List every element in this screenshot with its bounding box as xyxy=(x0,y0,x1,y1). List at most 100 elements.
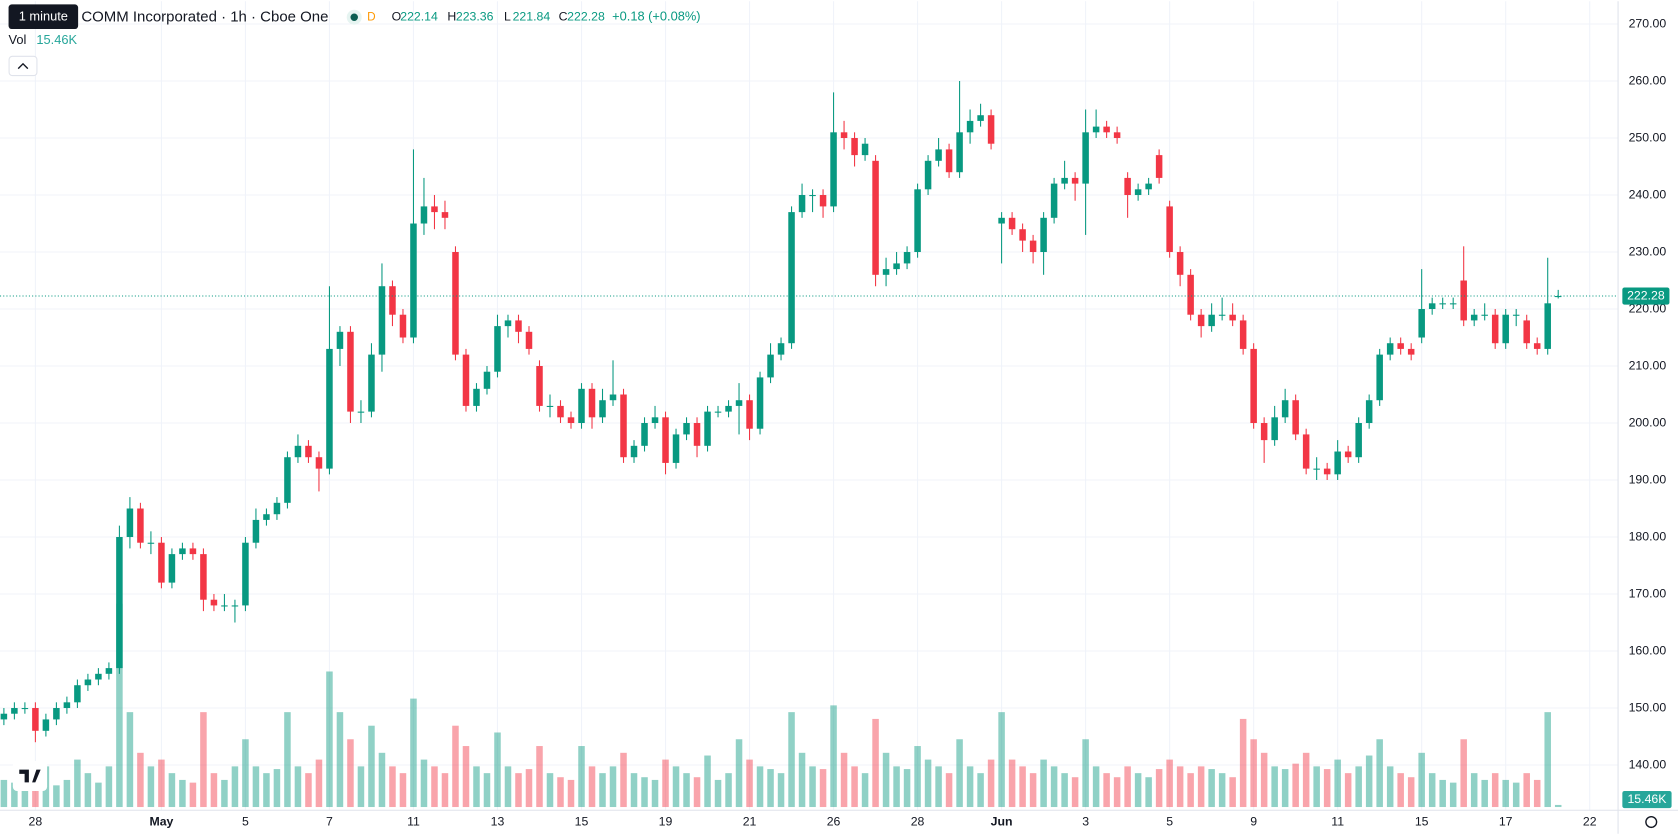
volume-bar xyxy=(609,766,617,808)
x-tick-label: 7 xyxy=(326,814,333,828)
volume-bar xyxy=(158,759,165,808)
volume-bar xyxy=(389,766,396,808)
volume-bar xyxy=(641,777,648,808)
candle-body xyxy=(630,445,638,458)
volume-bar xyxy=(1218,773,1226,808)
x-tick-label: 15 xyxy=(575,814,589,828)
candle-body xyxy=(756,377,764,429)
volume-bar xyxy=(725,773,732,808)
volume-bar xyxy=(893,766,900,808)
candle-body xyxy=(210,599,218,606)
volume-bar xyxy=(1292,763,1299,808)
y-tick-label: 210.00 xyxy=(1629,358,1667,372)
volume-bar xyxy=(95,782,102,808)
volume-bar xyxy=(326,671,333,808)
volume-bar xyxy=(0,779,8,808)
candle-body xyxy=(1407,348,1415,355)
candle-body xyxy=(420,206,428,224)
candle-body xyxy=(987,115,995,144)
candle-body xyxy=(147,542,155,544)
candle-body xyxy=(231,605,239,607)
x-tick-label: 26 xyxy=(827,814,841,828)
volume-bar xyxy=(1040,759,1047,808)
candle-body xyxy=(1418,309,1425,338)
candle-body xyxy=(483,371,491,389)
candle-body xyxy=(798,195,806,213)
price-pane xyxy=(0,81,1619,743)
volume-bar xyxy=(987,759,995,808)
candle-body xyxy=(746,400,753,429)
candle-body xyxy=(399,314,407,338)
candle-body xyxy=(1470,314,1478,321)
volume-bar xyxy=(494,732,501,808)
candle-body xyxy=(1155,155,1163,178)
volume-bar xyxy=(105,766,113,808)
volume-bar xyxy=(1323,769,1331,808)
candle-body xyxy=(1029,240,1037,253)
volume-bar xyxy=(1407,777,1415,808)
volume-bar xyxy=(1271,766,1278,808)
y-tick-label: 140.00 xyxy=(1629,757,1667,771)
x-tick-label: 5 xyxy=(1166,814,1173,828)
candle-body xyxy=(1124,177,1131,196)
candle-body xyxy=(809,195,816,197)
candle-body xyxy=(819,195,827,207)
candle-body xyxy=(1533,343,1541,349)
tooltip-box xyxy=(8,4,79,30)
collapse-button[interactable] xyxy=(8,55,38,77)
candle-body xyxy=(1250,348,1257,424)
last-price-badge xyxy=(1622,287,1670,305)
volume-bar xyxy=(1449,782,1457,808)
volume-bar xyxy=(1187,773,1194,808)
volume-bar xyxy=(557,777,564,808)
volume-bar xyxy=(693,777,701,808)
candle-body xyxy=(179,548,186,555)
volume-bar xyxy=(1050,766,1058,808)
candle-body xyxy=(1040,217,1047,253)
y-tick-label: 160.00 xyxy=(1629,643,1667,657)
x-tick-label: 13 xyxy=(491,814,505,828)
volume-bar xyxy=(935,766,942,808)
symbol-title[interactable]: COMM Incorporated · 1h · Cboe One xyxy=(81,9,328,26)
volume-bar xyxy=(1533,779,1541,808)
volume-bar xyxy=(210,773,218,808)
volume-bar xyxy=(515,773,522,808)
candle-body xyxy=(0,713,8,720)
candle-body xyxy=(599,400,606,418)
logo-bg xyxy=(12,761,48,791)
candle-body xyxy=(609,394,617,401)
volume-bar xyxy=(315,759,323,808)
candle-body xyxy=(714,411,722,413)
candle-body xyxy=(903,252,911,264)
candle-body xyxy=(326,348,333,469)
candle-body xyxy=(725,405,732,412)
volume-bar xyxy=(431,766,438,808)
candle-body xyxy=(945,149,953,173)
candle-body xyxy=(578,388,585,424)
volume-bar xyxy=(924,759,932,808)
candle-body xyxy=(872,160,879,275)
candle-body xyxy=(1554,296,1562,298)
candle-body xyxy=(1239,320,1247,349)
settings-icon[interactable] xyxy=(1645,815,1658,829)
candle-body xyxy=(620,394,627,458)
volume-bar xyxy=(599,773,606,808)
volume-bar xyxy=(1334,759,1341,808)
x-tick-label: May xyxy=(149,814,173,828)
candle-body xyxy=(1103,126,1110,133)
candle-body xyxy=(1365,400,1373,424)
candle-body xyxy=(1071,177,1079,184)
candle-body xyxy=(1334,451,1341,475)
volume-bar xyxy=(735,739,743,808)
candle-body xyxy=(536,366,543,406)
volume-bar xyxy=(441,773,449,808)
candle-body xyxy=(651,417,659,424)
volume-label: Vol xyxy=(9,32,27,47)
volume-bar xyxy=(1239,718,1247,808)
volume-bar xyxy=(1376,739,1383,808)
candle-body xyxy=(788,212,795,344)
volume-bar xyxy=(284,712,291,808)
candle-body xyxy=(126,508,134,538)
candle-body xyxy=(1502,314,1509,344)
candle-body xyxy=(1113,132,1121,139)
